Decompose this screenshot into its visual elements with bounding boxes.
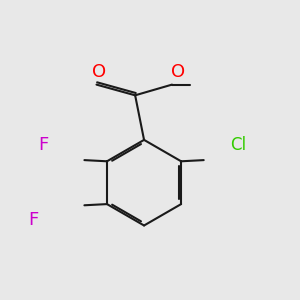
Text: F: F [28,211,38,229]
Text: O: O [171,62,185,80]
Text: Cl: Cl [230,136,246,154]
Text: O: O [92,62,106,80]
Text: F: F [39,136,49,154]
